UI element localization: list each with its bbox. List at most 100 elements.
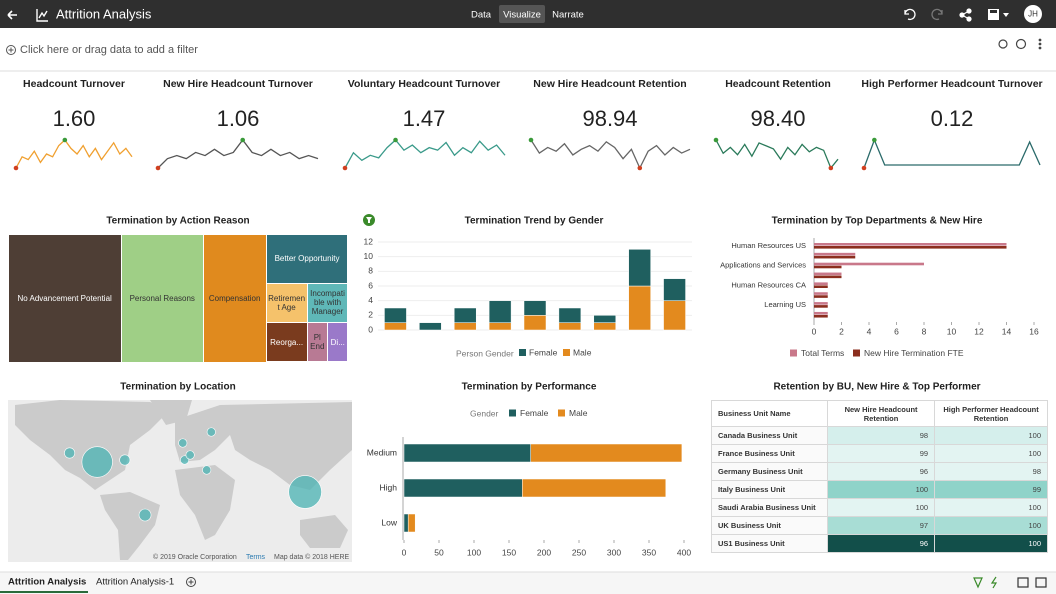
app-title: Attrition Analysis (56, 6, 152, 21)
sparkline-max (713, 137, 719, 143)
table-cell: Germany Business Unit (710, 462, 829, 481)
y-tick-label: 8 (368, 266, 373, 276)
sparkline-max (240, 137, 246, 143)
sheet-tab[interactable]: Attrition Analysis-1 (96, 577, 174, 588)
treemap-cell: Better Opportunity (266, 234, 348, 283)
map[interactable] (8, 400, 352, 562)
bar-segment (419, 322, 442, 331)
undo-button[interactable] (904, 8, 916, 21)
legend-label: Male (573, 347, 592, 357)
kpi-title: Headcount Turnover (23, 78, 125, 90)
bar-segment (523, 315, 547, 331)
map-credit: Map data © 2018 HERE (274, 553, 350, 561)
legend-swatch (563, 349, 570, 356)
legend-swatch (509, 409, 516, 417)
map-bubble (202, 465, 212, 475)
bar (814, 302, 828, 305)
sparkline-min (828, 165, 834, 171)
sparkline (157, 138, 319, 169)
map-credit[interactable]: Terms (246, 554, 266, 561)
x-tick-label: 50 (434, 547, 444, 557)
treemap-label: Di... (330, 337, 345, 347)
table-row: Canada Business Unit 98 100 (710, 426, 1048, 445)
bar (814, 292, 828, 295)
table-row: US1 Business Unit 96 100 (710, 534, 1048, 553)
table-row: Italy Business Unit 100 99 (710, 480, 1048, 499)
mode-tab[interactable]: Narrate (552, 10, 584, 21)
y-tick-label: Low (381, 517, 397, 527)
back-button[interactable] (7, 10, 17, 20)
kpi-title: New Hire Headcount Retention (533, 78, 686, 90)
avatar-initials: JH (1028, 10, 1038, 19)
treemap-label: No Advancement Potential (17, 293, 112, 303)
treemap-cell: Retirement Age (266, 283, 307, 323)
sparkline (530, 139, 691, 170)
redo-button[interactable] (931, 8, 943, 21)
x-tick-label: 350 (642, 547, 656, 557)
sparkline-max (528, 137, 534, 143)
kpi-value: 0.12 (931, 106, 974, 131)
y-tick-label: Learning US (764, 300, 806, 309)
filter-bar[interactable] (0, 28, 1056, 71)
x-tick-label: 16 (1029, 326, 1039, 336)
filter-placeholder[interactable]: Click here or drag data to add a filter (20, 44, 198, 56)
add-tab-button[interactable] (186, 577, 196, 587)
sparkline-max (393, 137, 398, 143)
bar-segment (523, 300, 547, 316)
table-cell: 99 (827, 444, 936, 463)
treemap-label: Pl End (310, 333, 325, 352)
map-land (15, 400, 352, 560)
x-tick-label: 0 (402, 547, 407, 557)
table-row: Germany Business Unit 96 98 (710, 462, 1048, 481)
bar-segment (530, 443, 683, 463)
table-cell: 98 (827, 426, 936, 445)
filter-bar-icons[interactable] (998, 38, 1042, 50)
y-tick-label: Medium (367, 447, 397, 457)
sheet-tab[interactable]: Attrition Analysis (8, 577, 86, 588)
table-cell: 100 (827, 480, 936, 499)
avatar[interactable] (1024, 5, 1042, 23)
bar-segment (488, 300, 512, 323)
save-button[interactable] (988, 9, 1009, 20)
treemap-label: Retirement Age (268, 293, 306, 312)
bar-segment (663, 300, 686, 331)
table-row: France Business Unit 99 100 (710, 444, 1048, 463)
x-tick-label: 2 (839, 326, 844, 336)
sparkline (715, 139, 839, 170)
filter-indicator-icon (366, 217, 372, 223)
bar (814, 282, 828, 285)
tab-bar-icons[interactable] (973, 576, 1047, 589)
table-cell: UK Business Unit (710, 516, 829, 535)
y-tick-label: 6 (368, 280, 373, 290)
treemap-cell: Incompatible with Manager (307, 283, 348, 323)
table-cell: 100 (934, 534, 1048, 553)
chart-title: Termination by Action Reason (106, 216, 249, 227)
legend-title: Person Gender (456, 348, 514, 358)
share-button[interactable] (959, 8, 972, 22)
x-tick-label: 10 (947, 326, 957, 336)
bar-segment (628, 285, 651, 331)
kpi-value: 98.94 (582, 106, 637, 131)
kpi-value: 1.06 (217, 106, 260, 131)
mode-tab[interactable]: Data (471, 10, 492, 21)
x-tick-label: 14 (1002, 326, 1012, 336)
map-bubble (206, 427, 216, 437)
add-filter-icon[interactable] (6, 45, 16, 55)
table-cell: 100 (934, 426, 1048, 445)
map-bubble (185, 450, 195, 460)
mode-tab[interactable]: Visualize (503, 10, 541, 21)
sparkline (344, 139, 506, 169)
treemap-cell: Di... (328, 323, 348, 362)
y-tick-label: 2 (368, 310, 373, 320)
chart-title: Termination by Location (120, 382, 235, 393)
x-tick-label: 300 (607, 547, 621, 557)
sparkline-min (861, 165, 867, 171)
sparkline-min (155, 165, 161, 171)
table-cell: US1 Business Unit (710, 534, 829, 553)
legend-label: Total Terms (801, 348, 844, 358)
treemap-cell: Compensation (203, 234, 266, 362)
bar (814, 311, 828, 315)
x-tick-label: 12 (974, 326, 984, 336)
table-cell: Saudi Arabia Business Unit (710, 498, 829, 517)
